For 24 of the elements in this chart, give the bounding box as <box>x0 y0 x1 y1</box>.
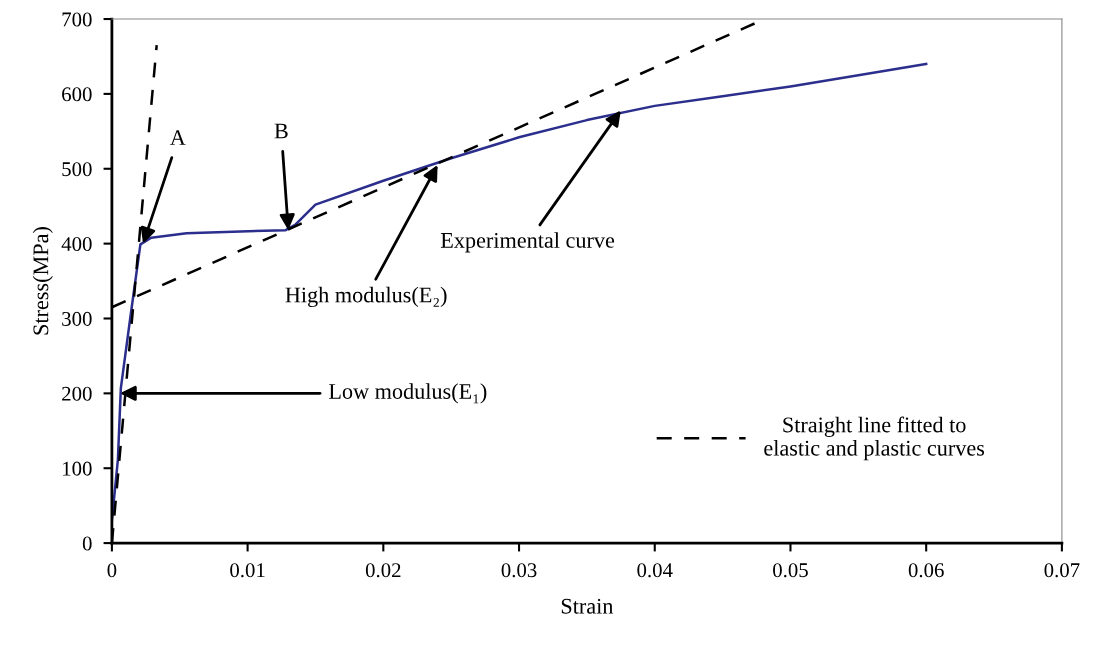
x-tick-label: 0 <box>107 563 117 578</box>
y-tick-label: 400 <box>61 237 92 252</box>
annotation: B <box>274 123 288 139</box>
y-axis-title: Stress(MPa) <box>32 227 53 335</box>
annotation: High modulus(E₂) <box>285 286 447 308</box>
x-axis-title: Strain <box>561 598 614 614</box>
x-tick-label: 0.05 <box>773 563 808 578</box>
annotation: Low modulus(E₁) <box>329 383 487 404</box>
y-tick-label: 700 <box>62 12 92 27</box>
x-tick-label: 0.01 <box>230 563 265 578</box>
x-tick-label: 0.07 <box>1044 563 1080 578</box>
x-tick-label: 0.04 <box>637 563 673 578</box>
y-tick-label: 0 <box>82 536 92 551</box>
y-tick-label: 200 <box>62 386 92 401</box>
x-tick-label: 0.02 <box>365 563 401 578</box>
annotation: Experimental curve <box>440 232 615 253</box>
y-tick-label: 500 <box>62 162 92 177</box>
annotation: A <box>170 130 186 145</box>
x-tick-label: 0.03 <box>501 563 537 578</box>
x-tick-label: 0.06 <box>908 563 944 578</box>
y-tick-label: 100 <box>63 461 92 476</box>
legend-label: Straight line fitted to elastic and plastic curves <box>764 416 985 461</box>
y-tick-label: 300 <box>62 311 92 326</box>
y-tick-label: 600 <box>62 87 92 102</box>
